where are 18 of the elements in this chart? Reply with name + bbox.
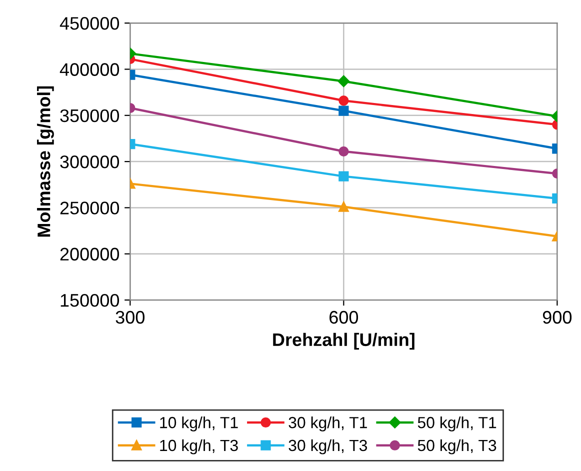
y-tick-label: 450000	[60, 17, 120, 30]
y-tick-label: 300000	[60, 155, 120, 168]
y-axis-title: Molmasse [g/mol]	[37, 86, 54, 237]
x-tick-label: 900	[542, 310, 572, 324]
legend-label: 50 kg/h, T1	[418, 416, 496, 432]
legend-label: 10 kg/h, T3	[160, 439, 238, 454]
x-axis-title: Drehzahl [U/min]	[273, 332, 414, 350]
legend-label: 30 kg/h, T3	[288, 439, 368, 454]
x-tick-label: 600	[330, 310, 358, 324]
y-tick-label: 250000	[60, 202, 120, 214]
y-tick-label: 200000	[60, 248, 120, 261]
legend-label: 50 kg/h, T3	[418, 439, 496, 454]
legend-label: 30 kg/h, T1	[288, 416, 367, 432]
y-tick-label: 350000	[60, 109, 120, 122]
x-tick-label: 300	[116, 310, 144, 324]
y-tick-label: 150000	[60, 294, 120, 307]
legend-label: 10 kg/h, T1	[160, 416, 238, 432]
y-tick-label: 400000	[60, 63, 120, 76]
